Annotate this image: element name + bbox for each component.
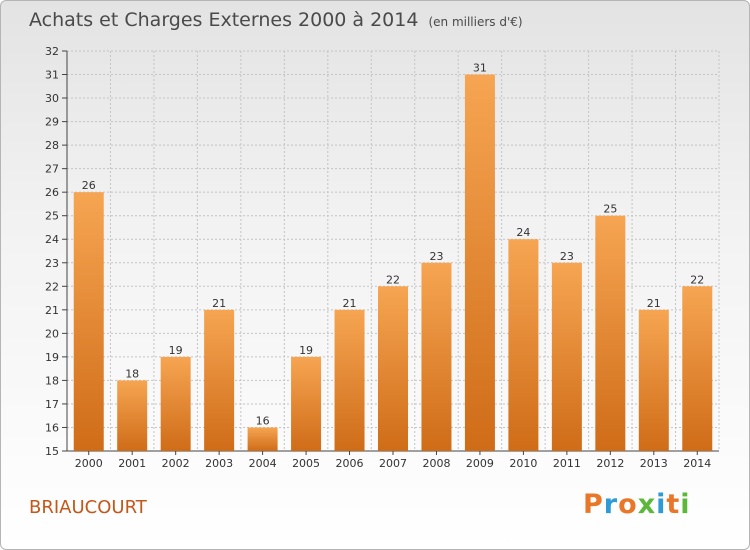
y-tick-label: 18 [45,374,59,387]
y-tick-label: 15 [45,445,59,458]
chart-title: Achats et Charges Externes 2000 à 2014 (e… [29,9,523,31]
x-tick-label: 2007 [379,457,407,470]
bar [551,262,582,451]
bar [160,356,191,451]
data-label: 26 [82,179,96,192]
y-tick-label: 28 [45,139,59,152]
data-label: 23 [429,250,443,263]
proxiti-logo: Proxiti [583,489,691,520]
logo-letter: i [680,489,691,520]
y-tick-label: 32 [45,45,59,58]
logo-letter: x [637,489,657,520]
bar [378,286,408,451]
logo-letter: i [656,489,667,520]
y-tick-label: 23 [45,257,59,270]
bar [291,356,322,451]
x-tick-label: 2006 [336,457,364,470]
x-tick-label: 2009 [466,457,494,470]
bar [334,309,365,451]
data-label: 21 [343,297,357,310]
data-label: 19 [169,344,183,357]
labels: 26 2000 18 2001 19 2002 21 2003 16 2004 19 2005 21 20… [75,62,712,470]
bar [73,192,104,452]
data-label: 24 [516,226,530,239]
bar [204,309,235,451]
y-tick-label: 24 [45,233,59,246]
x-tick-label: 2001 [118,457,146,470]
data-label: 21 [647,297,661,310]
data-label: 25 [603,203,617,216]
x-tick-label: 2008 [422,457,450,470]
data-label: 22 [690,273,704,286]
x-tick-label: 2002 [162,457,190,470]
x-tick-label: 2011 [553,457,581,470]
bar [595,215,626,451]
bar [421,262,452,451]
bar [464,74,495,451]
logo-letter: t [666,489,681,520]
data-label: 31 [473,62,487,75]
y-tick-label: 31 [45,69,59,82]
y-tick-label: 30 [45,92,59,105]
data-label: 16 [256,414,270,427]
bar [247,427,278,451]
x-tick-label: 2003 [205,457,233,470]
chart-subtitle: (en milliers d'€) [428,15,523,29]
data-label: 21 [212,297,226,310]
data-label: 23 [560,250,574,263]
x-tick-label: 2005 [292,457,320,470]
bar [638,309,669,451]
y-tick-label: 20 [45,327,59,340]
y-tick-label: 29 [45,116,59,129]
data-label: 18 [125,367,139,380]
x-tick-label: 2012 [596,457,624,470]
place-name: BRIAUCOURT [29,497,147,518]
bar [682,286,713,451]
logo-letter: P [583,489,604,520]
y-tick-label: 25 [45,210,59,223]
y-tick-label: 22 [45,280,59,293]
x-tick-label: 2000 [75,457,103,470]
data-label: 22 [386,273,400,286]
y-tick-label: 27 [45,163,59,176]
y-tick-label: 17 [45,398,59,411]
logo-letter: o [618,489,638,520]
bar [117,380,148,451]
y-tick-label: 19 [45,351,59,364]
data-label: 19 [299,344,313,357]
chart-title-text: Achats et Charges Externes 2000 à 2014 [29,9,419,31]
x-tick-label: 2010 [509,457,537,470]
bars [73,74,713,452]
bar [508,239,539,451]
y-tick-label: 16 [45,421,59,434]
y-tick-label: 21 [45,304,59,317]
logo-letter: r [603,489,619,520]
x-tick-label: 2013 [640,457,668,470]
x-tick-label: 2014 [683,457,711,470]
x-tick-label: 2004 [249,457,277,470]
y-tick-label: 26 [45,186,59,199]
